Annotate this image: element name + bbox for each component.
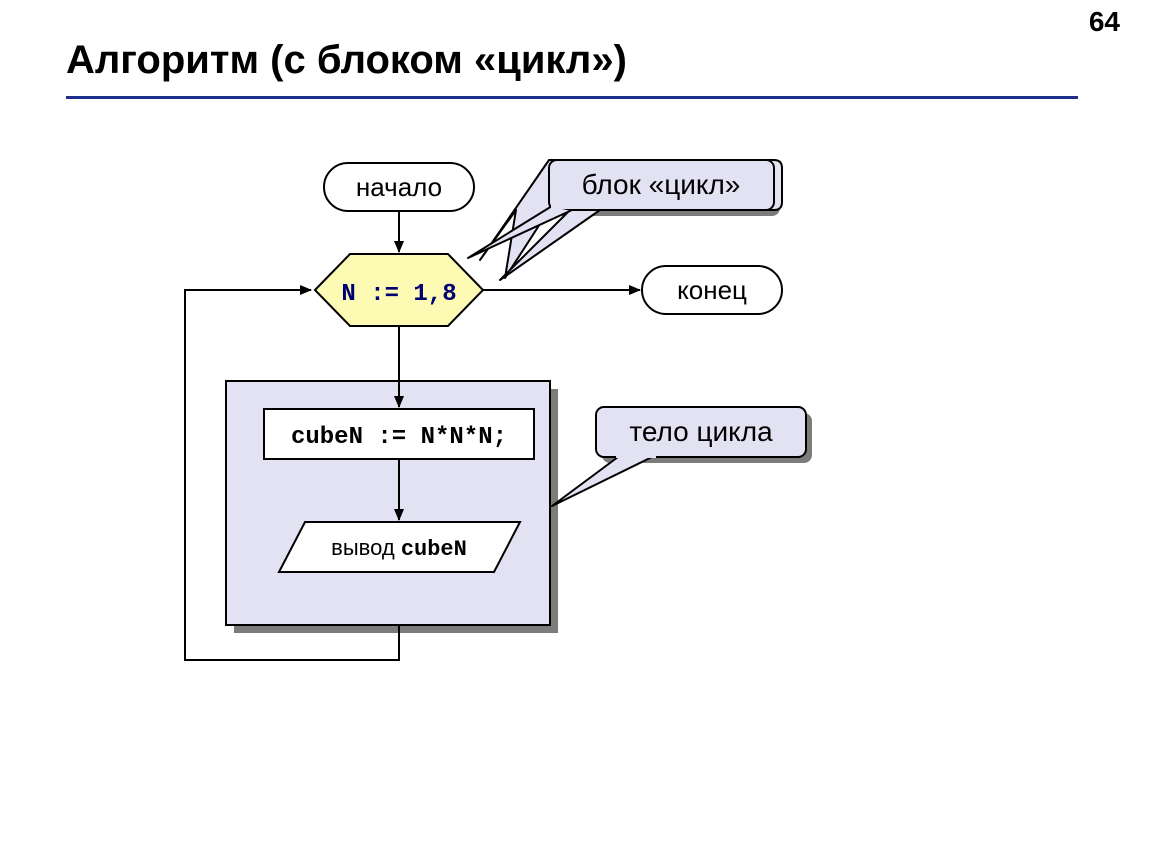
end-node: конец <box>642 266 782 314</box>
callout-loop-block-text: блок «цикл» <box>582 169 741 200</box>
start-node: начало <box>324 163 474 211</box>
end-label: конец <box>677 275 747 305</box>
process-node: cubeN := N*N*N; <box>264 409 534 459</box>
callout-loop-body-text: тело цикла <box>629 416 773 447</box>
callout-loop-body: тело цикла <box>552 407 812 506</box>
start-label: начало <box>356 172 442 202</box>
output-node: вывод cubeN <box>279 522 520 572</box>
callout-loop-block: блок «цикл» <box>468 160 782 280</box>
loop-hex-label: N := 1,8 <box>341 281 456 308</box>
loop-hex-node: N := 1,8 <box>315 254 483 326</box>
flowchart-canvas: блок «цикл» начало N := 1,8 конец <box>0 0 1150 864</box>
process-label: cubeN := N*N*N; <box>291 424 507 451</box>
output-label: вывод cubeN <box>331 535 467 562</box>
